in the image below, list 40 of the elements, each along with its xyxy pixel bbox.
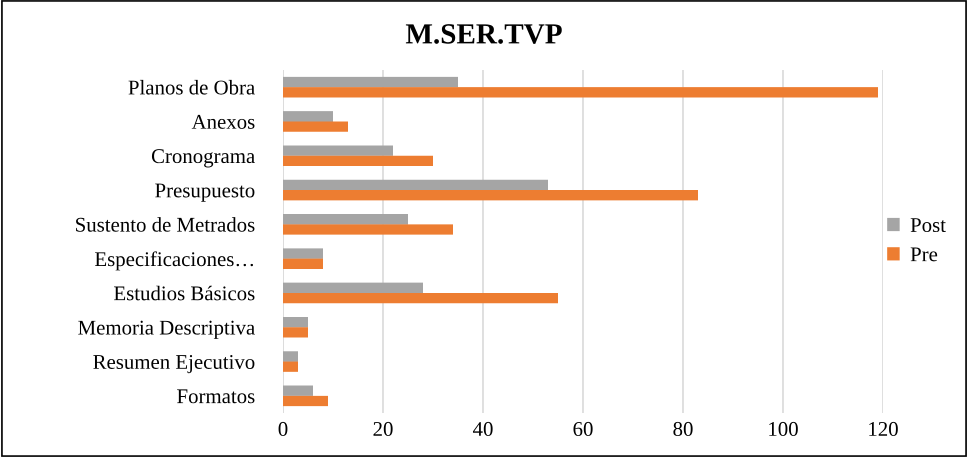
x-tick-label: 100 xyxy=(769,422,798,436)
bar xyxy=(283,87,878,98)
x-tick-label: 0 xyxy=(278,422,288,436)
bar xyxy=(283,76,458,88)
y-tick-label: Especificaciones… xyxy=(95,251,254,270)
y-tick-label: Sustento de Metrados xyxy=(76,217,254,232)
x-tick-label: 80 xyxy=(673,422,693,436)
bar xyxy=(283,351,298,362)
legend-label: Post xyxy=(910,218,946,232)
bar xyxy=(283,316,308,328)
y-tick-label: Memoria Descriptiva xyxy=(78,320,255,339)
bar xyxy=(283,396,328,406)
y-tick-label: Presupuesto xyxy=(155,184,254,202)
chart-title: M.SER.TVP xyxy=(406,24,562,44)
y-tick-label: Resumen Ejecutivo xyxy=(93,354,254,374)
bar xyxy=(283,327,308,338)
bar xyxy=(283,386,313,396)
x-tick-label: 20 xyxy=(374,422,393,436)
bar xyxy=(283,156,433,166)
bar xyxy=(283,111,333,122)
y-tick-label: Estudios Básicos xyxy=(114,286,254,300)
x-tick-label: 120 xyxy=(869,422,898,436)
y-tick-label: Formatos xyxy=(177,389,254,404)
bar xyxy=(283,292,558,304)
x-tick-label: 60 xyxy=(573,422,593,436)
bar xyxy=(283,224,453,235)
bar xyxy=(283,121,348,132)
legend-label: Pre xyxy=(910,248,938,262)
y-tick-label: Cronograma xyxy=(152,149,255,168)
bar xyxy=(283,258,323,269)
bar xyxy=(283,180,548,190)
y-tick-label: Anexos xyxy=(192,114,254,129)
bar xyxy=(283,145,393,156)
x-tick-label: 40 xyxy=(472,422,493,436)
bar xyxy=(283,214,408,224)
bar xyxy=(283,282,423,293)
y-tick-label: Planos de Obra xyxy=(128,80,255,95)
bar xyxy=(283,248,323,259)
bar xyxy=(283,190,698,200)
bar xyxy=(283,362,298,372)
